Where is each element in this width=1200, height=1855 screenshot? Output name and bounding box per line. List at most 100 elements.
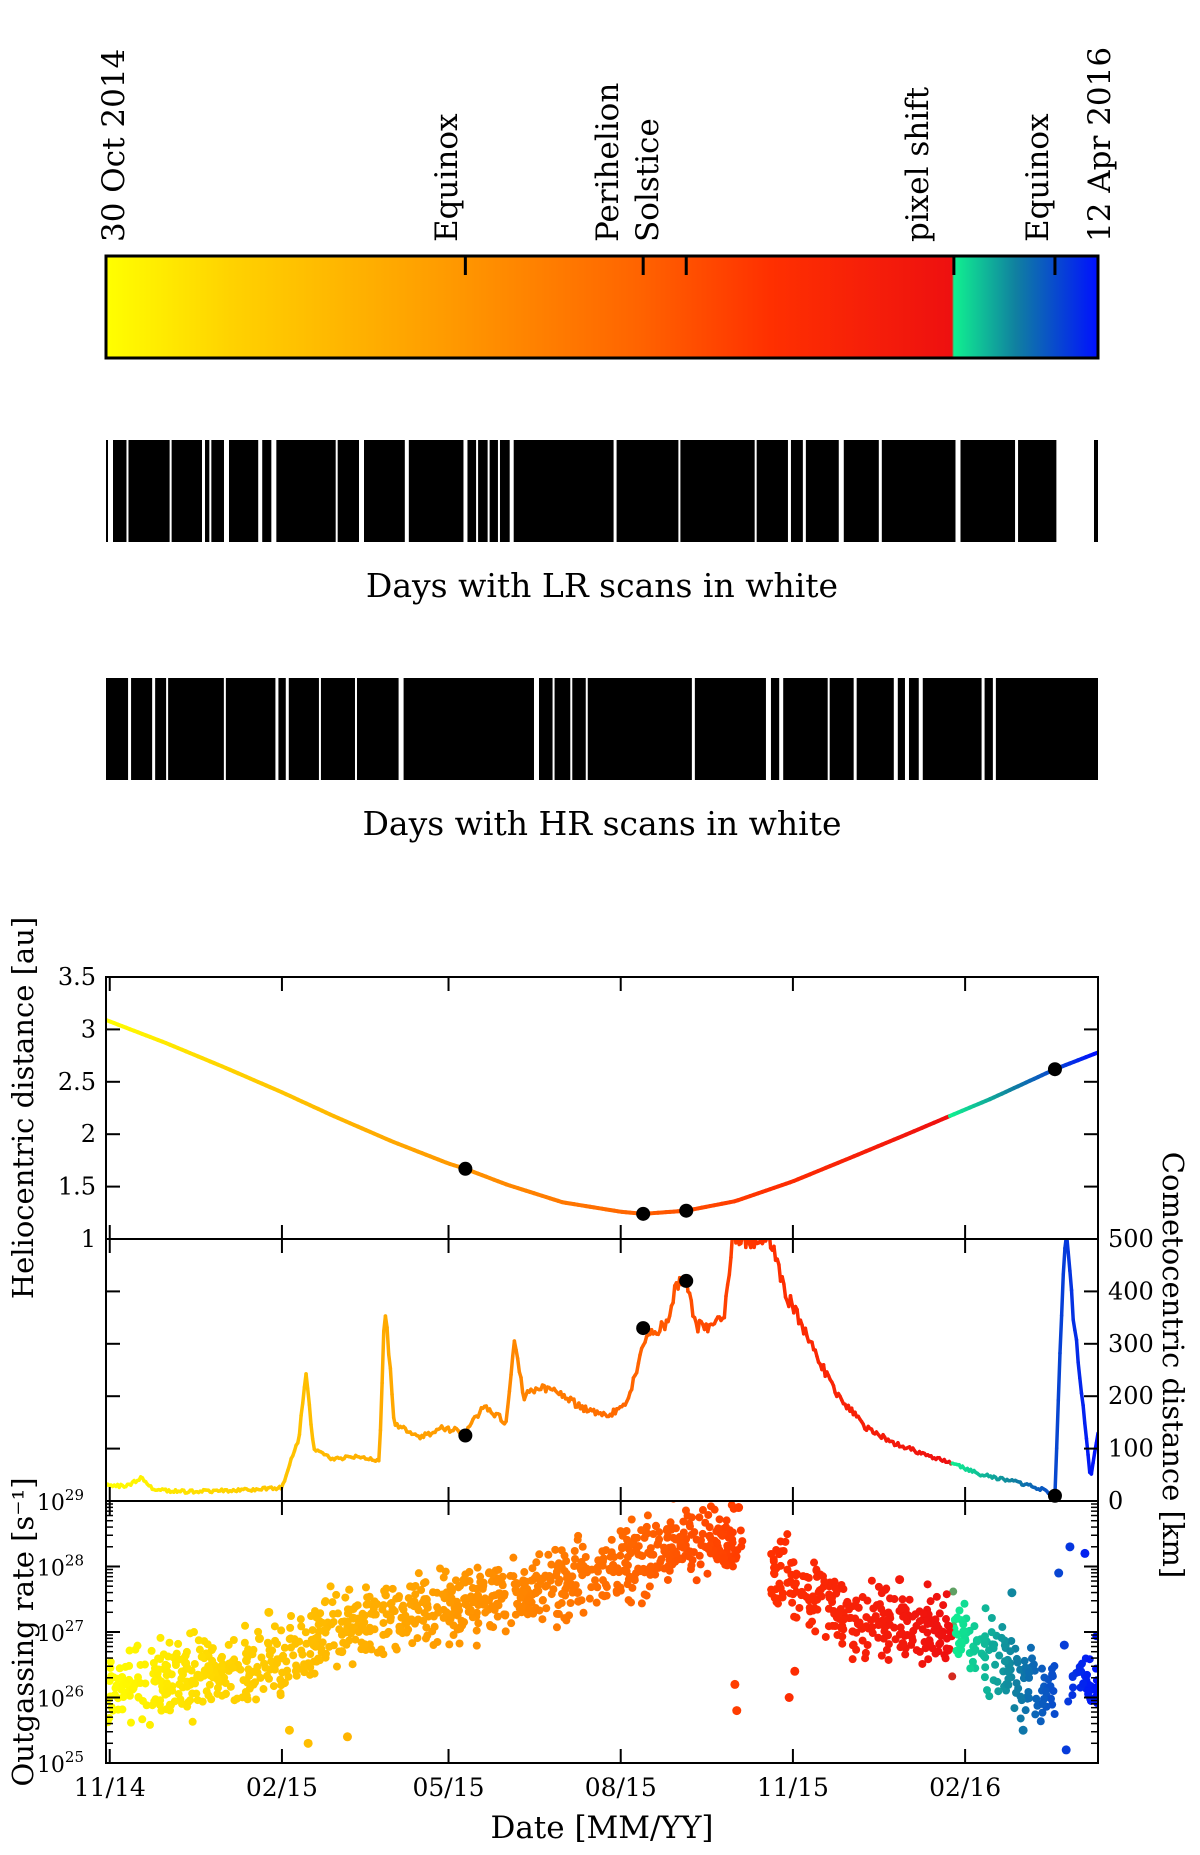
helio-marker-1 [636,1206,651,1221]
rate-point-962 [339,1638,348,1647]
lr-stripe-19 [787,440,791,542]
rate-outlier-10 [790,1666,800,1676]
rate-point-766 [554,1601,563,1610]
rate-point-681 [417,1586,426,1595]
rate-point-1003 [488,1570,497,1579]
rate-outlier-0 [254,1634,264,1644]
rate-point-196 [970,1622,979,1631]
rate-point-1157 [310,1669,319,1678]
lr-stripe-23 [955,440,961,542]
rate-point-915 [284,1672,293,1681]
hr-stripe-12 [585,678,588,780]
rate-point-1311 [816,1570,825,1579]
rate-point-818 [1041,1687,1050,1696]
rate-point-504 [571,1554,580,1563]
rate-point-1400 [634,1550,643,1559]
rate-point-1451 [486,1621,495,1630]
helio-marker-3 [1047,1062,1062,1077]
rate-point-519 [637,1599,646,1608]
rate-point-1470 [715,1515,724,1524]
rate-point-1219 [1004,1680,1013,1689]
rate-point-1041 [445,1640,454,1649]
rate-point-1444 [843,1597,852,1606]
rate-point-952 [239,1676,248,1685]
rate-point-1250 [204,1691,213,1700]
rate-point-921 [1032,1694,1041,1703]
rate-point-598 [705,1531,714,1540]
comet-seg-123 [305,1387,312,1407]
rate-point-1490 [570,1546,579,1555]
rate-point-1421 [317,1644,326,1653]
rate-point-1034 [346,1605,355,1614]
x-tick-label-0: 11/14 [74,1773,146,1802]
hr-stripe-21 [981,678,985,780]
rate-point-1017 [197,1652,206,1661]
rate-point-1395 [511,1585,520,1594]
rate-point-1459 [359,1625,368,1634]
rate-point-1475 [119,1692,128,1701]
rate-point-1347 [728,1538,737,1547]
rate-point-1422 [953,1613,962,1622]
rate-point-1331 [228,1663,237,1672]
rate-outlier-14 [1054,1568,1064,1578]
heliocentric-ticks: 1 1.5 2 2.5 3 3.5 [58,963,1098,1253]
rate-point-133 [532,1558,541,1567]
rate-point-603 [821,1632,830,1641]
rate-point-669 [863,1596,872,1605]
rate-point-1486 [855,1618,864,1627]
rate-point-827 [993,1677,1002,1686]
hr-scan-bar-background [106,678,1098,780]
rate-point-1078 [140,1660,149,1669]
rate-point-1265 [348,1625,357,1634]
rate-point-1163 [692,1535,701,1544]
comet-seg-125 [309,1422,315,1441]
rate-point-1125 [453,1611,462,1620]
rate-point-21 [848,1655,857,1664]
timeline-start-label: 30 Oct 2014 [96,49,132,242]
rate-point-1371 [459,1575,468,1584]
rate-point-1450 [872,1601,881,1610]
hr-stripe-0 [128,678,132,780]
heliocentric-series [106,1017,1098,1216]
comet-seg-597 [1089,1461,1095,1476]
rate-point-1111 [478,1584,487,1593]
rate-point-1092 [453,1625,462,1634]
rate-point-1158 [924,1655,933,1664]
rate-point-633 [106,1692,115,1701]
helio-ytick-label-0: 1 [81,1225,96,1253]
rate-point-1446 [591,1576,600,1585]
rate-point-1286 [577,1596,586,1605]
rate-point-931 [472,1608,481,1617]
rate-point-588 [643,1511,652,1520]
comet-seg-355 [689,1298,695,1318]
comet-seg-575 [1053,1446,1059,1495]
x-tick-label-5: 02/16 [929,1773,1001,1802]
comet-seg-244 [506,1389,512,1409]
hr-stripe-13 [691,678,695,780]
hr-stripe-8 [398,678,404,780]
rate-point-1336 [1082,1670,1091,1679]
rate-point-1132 [705,1523,714,1532]
rate-point-1409 [441,1567,450,1576]
rate-point-1442 [942,1644,951,1653]
rate-point-1139 [684,1552,693,1561]
date-axis-label: Date [MM/YY] [490,1810,713,1846]
rate-point-278 [948,1672,957,1681]
rate-point-1382 [1084,1690,1093,1699]
rate-point-686 [361,1583,370,1592]
rate-point-384 [252,1695,261,1704]
rate-point-1493 [174,1655,183,1664]
rate-point-695 [538,1615,547,1624]
rate-outlier-2 [284,1725,294,1735]
rate-point-698 [162,1705,171,1714]
rate-point-1394 [966,1664,975,1673]
rate-point-867 [837,1580,846,1589]
comet-seg-580 [1061,1246,1067,1277]
hr-stripe-17 [853,678,857,780]
rate-point-202 [795,1603,804,1612]
timeline-colorbar: 30 Oct 2014 12 Apr 2016 Equinox Perihelio… [96,47,1118,360]
rate-point-914 [593,1567,602,1576]
timeline-event-label-3: pixel shift [900,86,936,242]
rate-point-1344 [434,1608,443,1617]
rate-point-1238 [259,1685,268,1694]
